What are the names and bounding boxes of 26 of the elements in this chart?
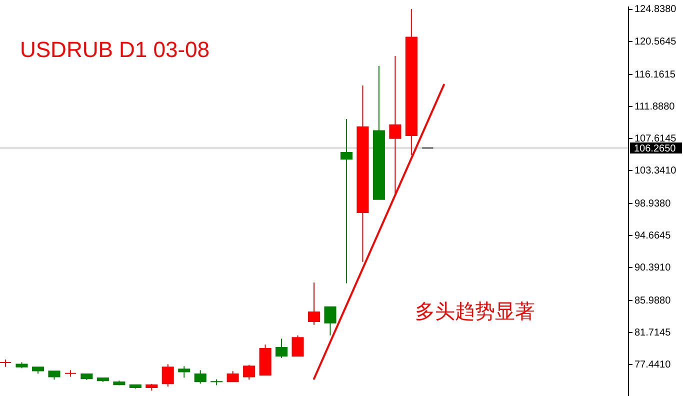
annotation: 多头趋势显著 — [415, 299, 535, 323]
candlestick — [194, 370, 206, 384]
y-tick-label: 85.9880 — [634, 296, 672, 307]
y-tick-label: 81.7145 — [634, 328, 672, 339]
candlestick — [308, 282, 320, 326]
y-tick-label: 116.1615 — [634, 69, 676, 80]
y-tick-label: 98.9380 — [634, 198, 672, 210]
candlestick — [292, 334, 304, 357]
candlestick — [226, 370, 239, 382]
candlestick — [324, 306, 336, 336]
y-tick-label: 103.3410 — [634, 165, 677, 176]
candlestick — [243, 364, 256, 380]
text: USDRUB D1 03-08 — [20, 37, 210, 62]
ref-line-label: 106.2650 — [634, 144, 676, 155]
y-tick-label: 107.6145 — [634, 133, 677, 144]
y-tick-label: 90.3910 — [634, 262, 672, 274]
candlestick — [162, 364, 174, 388]
y-tick-label: 77.4410 — [634, 360, 672, 371]
y-tick-label: 124.8380 — [634, 4, 677, 16]
y-tick-label: 111.8880 — [634, 101, 676, 112]
candlestick — [340, 118, 352, 284]
candlestick — [178, 366, 190, 378]
y-tick-label: 94.6645 — [634, 230, 672, 242]
candlestick — [276, 338, 288, 358]
y-tick-label: 120.5645 — [634, 36, 677, 48]
candlestick — [0, 359, 12, 368]
